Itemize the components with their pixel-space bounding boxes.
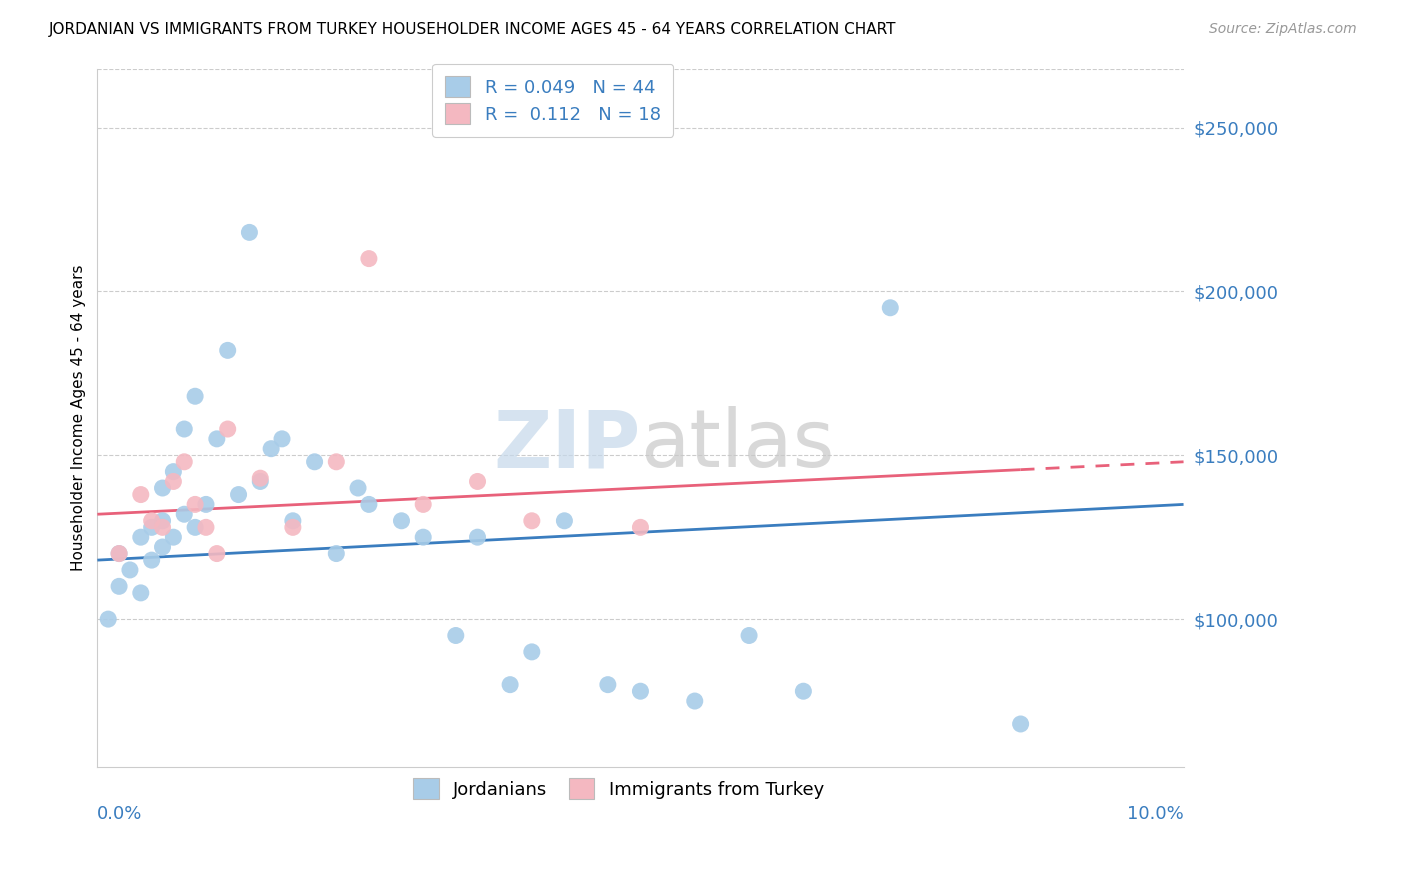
Text: atlas: atlas bbox=[641, 407, 835, 484]
Point bbox=[118, 563, 141, 577]
Point bbox=[97, 612, 120, 626]
Point bbox=[108, 547, 131, 561]
Point bbox=[596, 678, 619, 692]
Point bbox=[173, 455, 195, 469]
Point bbox=[1010, 717, 1032, 731]
Point bbox=[162, 475, 184, 489]
Point bbox=[520, 645, 543, 659]
Text: Source: ZipAtlas.com: Source: ZipAtlas.com bbox=[1209, 22, 1357, 37]
Point bbox=[184, 389, 207, 403]
Point bbox=[108, 547, 131, 561]
Point bbox=[738, 628, 761, 642]
Point bbox=[217, 422, 239, 436]
Point bbox=[152, 481, 174, 495]
Point bbox=[630, 684, 652, 698]
Point bbox=[792, 684, 814, 698]
Point bbox=[281, 514, 304, 528]
Point bbox=[184, 497, 207, 511]
Point bbox=[108, 579, 131, 593]
Point bbox=[249, 475, 271, 489]
Point bbox=[141, 514, 163, 528]
Point bbox=[467, 530, 489, 544]
Legend: Jordanians, Immigrants from Turkey: Jordanians, Immigrants from Turkey bbox=[406, 771, 831, 806]
Point bbox=[391, 514, 413, 528]
Point bbox=[347, 481, 370, 495]
Point bbox=[879, 301, 901, 315]
Point bbox=[173, 422, 195, 436]
Point bbox=[141, 520, 163, 534]
Point bbox=[129, 487, 152, 501]
Point bbox=[217, 343, 239, 358]
Point bbox=[271, 432, 294, 446]
Point bbox=[412, 497, 434, 511]
Point bbox=[184, 520, 207, 534]
Point bbox=[249, 471, 271, 485]
Point bbox=[357, 497, 380, 511]
Point bbox=[499, 678, 522, 692]
Text: JORDANIAN VS IMMIGRANTS FROM TURKEY HOUSEHOLDER INCOME AGES 45 - 64 YEARS CORREL: JORDANIAN VS IMMIGRANTS FROM TURKEY HOUS… bbox=[49, 22, 897, 37]
Text: ZIP: ZIP bbox=[494, 407, 641, 484]
Point bbox=[162, 530, 184, 544]
Point bbox=[467, 475, 489, 489]
Point bbox=[194, 497, 217, 511]
Point bbox=[325, 455, 347, 469]
Point bbox=[520, 514, 543, 528]
Point bbox=[152, 520, 174, 534]
Point bbox=[152, 540, 174, 554]
Point bbox=[412, 530, 434, 544]
Point bbox=[260, 442, 283, 456]
Point bbox=[357, 252, 380, 266]
Point bbox=[173, 507, 195, 521]
Point bbox=[281, 520, 304, 534]
Point bbox=[141, 553, 163, 567]
Point bbox=[205, 547, 228, 561]
Point bbox=[553, 514, 575, 528]
Point bbox=[238, 226, 260, 240]
Point bbox=[129, 530, 152, 544]
Point bbox=[304, 455, 326, 469]
Point bbox=[683, 694, 706, 708]
Point bbox=[162, 465, 184, 479]
Point bbox=[205, 432, 228, 446]
Point bbox=[228, 487, 250, 501]
Point bbox=[325, 547, 347, 561]
Point bbox=[152, 514, 174, 528]
Point bbox=[630, 520, 652, 534]
Point bbox=[194, 520, 217, 534]
Point bbox=[129, 586, 152, 600]
Text: 0.0%: 0.0% bbox=[97, 805, 143, 823]
Point bbox=[444, 628, 467, 642]
Text: 10.0%: 10.0% bbox=[1126, 805, 1184, 823]
Y-axis label: Householder Income Ages 45 - 64 years: Householder Income Ages 45 - 64 years bbox=[72, 264, 86, 571]
